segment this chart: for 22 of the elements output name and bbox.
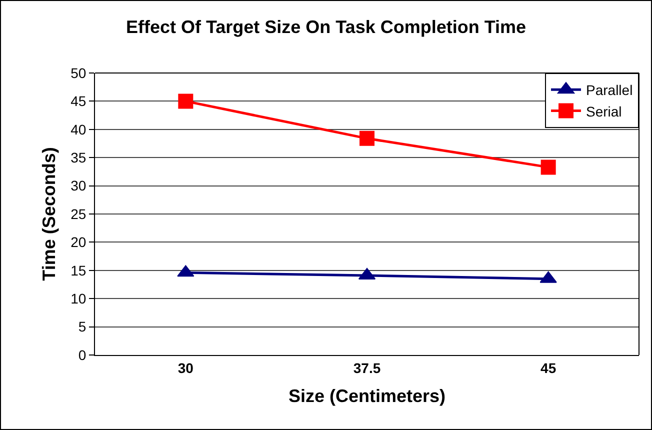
- y-tick-label: 15: [70, 262, 86, 278]
- legend-label: Parallel: [586, 82, 633, 98]
- y-tick-label: 50: [70, 64, 86, 81]
- point: [178, 94, 194, 109]
- y-tick-label: 0: [78, 346, 86, 363]
- y-tick-label: 35: [70, 150, 86, 166]
- y-tick-label: 20: [70, 234, 86, 250]
- point: [540, 160, 556, 175]
- y-tick-label: 25: [70, 206, 86, 222]
- y-tick-label: 10: [70, 290, 86, 306]
- x-tick-label: 45: [540, 360, 556, 376]
- y-axis-title: Time (Seconds): [38, 147, 59, 281]
- x-axis-title: Size (Centimeters): [288, 386, 446, 406]
- y-tick-label: 5: [78, 318, 86, 335]
- y-tick-label: 30: [70, 178, 86, 194]
- y-tick-label: 45: [70, 93, 86, 110]
- y-tick-label: 40: [70, 121, 86, 138]
- point: [360, 130, 374, 146]
- chart-title: Effect Of Target Size On Task Completion Time: [126, 16, 526, 37]
- legend-label: Serial: [586, 103, 622, 120]
- x-tick-label: 30: [178, 360, 194, 376]
- x-tick-label: 37.5: [353, 360, 381, 376]
